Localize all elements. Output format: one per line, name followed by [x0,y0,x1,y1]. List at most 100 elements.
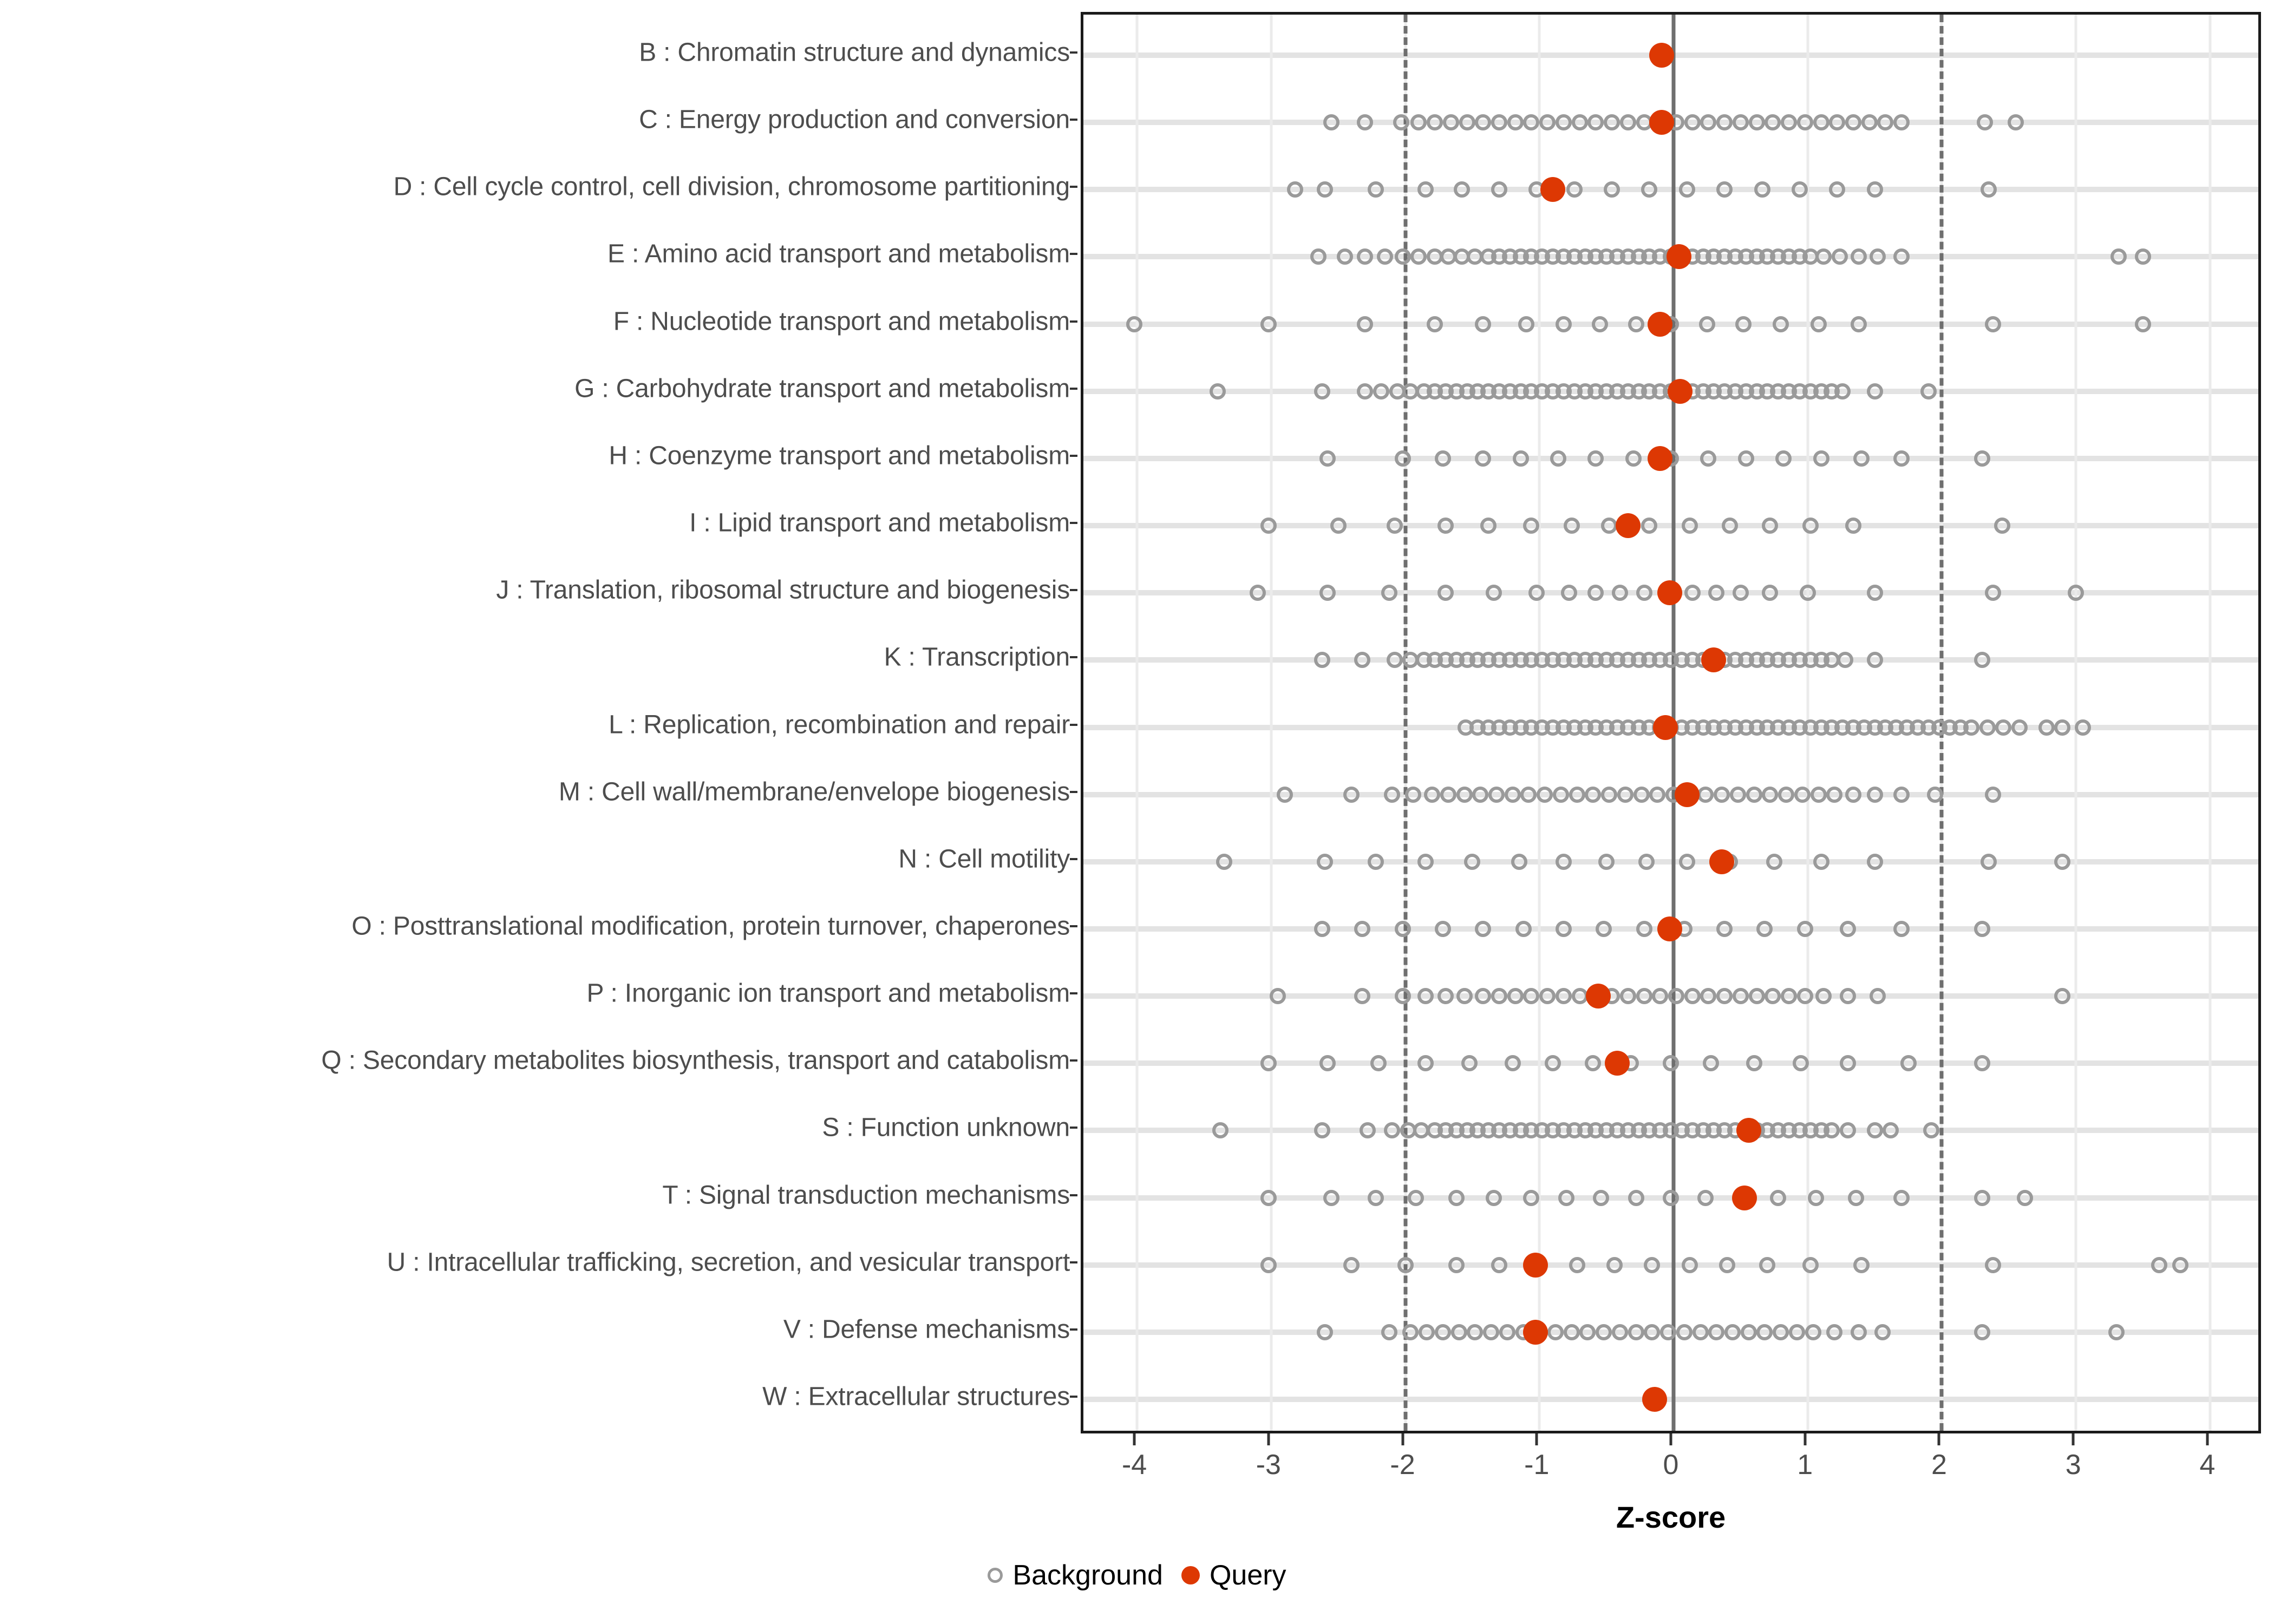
background-point [1756,1324,1773,1340]
background-point [2017,1189,2034,1206]
background-point [1523,518,1540,534]
background-point [1663,1055,1680,1072]
background-point [1845,114,1861,131]
background-point [1636,988,1652,1005]
background-point [1563,518,1580,534]
background-point [1287,181,1304,198]
background-point [1981,853,1997,870]
background-point [1314,383,1330,400]
y-axis-label: K : Transcription [884,643,1070,672]
background-point [1475,920,1492,937]
row-gridline [1083,1397,2258,1402]
background-point [1354,988,1371,1005]
background-point [2054,988,2071,1005]
background-point [2054,719,2071,736]
background-point [1410,114,1427,131]
background-point [1587,114,1604,131]
background-point [1260,1256,1277,1273]
background-point [1850,248,1867,265]
y-axis-label: G : Carbohydrate transport and metabolis… [574,374,1070,403]
y-axis-tick [1070,790,1077,793]
background-point [1681,1256,1698,1273]
query-point [1736,1118,1761,1143]
background-point [1314,1122,1330,1139]
background-point [1402,1324,1419,1340]
background-point [1330,518,1347,534]
background-point [2007,114,2024,131]
background-point [1539,988,1556,1005]
background-point [1810,786,1827,803]
background-point [1791,181,1808,198]
background-point [1840,1055,1857,1072]
background-point [1566,181,1583,198]
background-point [1480,518,1497,534]
x-axis-tick-label: 0 [1663,1449,1679,1481]
background-point [1357,316,1374,332]
background-point [1383,1122,1400,1139]
background-point [1781,988,1798,1005]
background-point [1357,248,1374,265]
background-point [1700,988,1717,1005]
x-axis-tick [1937,1433,1940,1445]
background-point [1504,786,1521,803]
background-point [1448,1189,1465,1206]
background-point [1684,114,1701,131]
background-point [1644,1256,1661,1273]
background-point [1357,383,1374,400]
row-gridline [1083,1262,2258,1268]
background-point [1815,988,1832,1005]
background-point [1381,585,1397,601]
background-point [1703,1055,1720,1072]
query-point [1709,849,1735,874]
background-point [1840,920,1857,937]
x-axis-tick-label: -2 [1390,1449,1415,1481]
background-point [1824,1122,1840,1139]
background-point [1893,450,1910,467]
background-point [1866,786,1883,803]
x-axis-tick [1803,1433,1807,1445]
background-point [1507,988,1524,1005]
background-point [1773,1324,1789,1340]
background-point [1866,652,1883,669]
background-point [1748,114,1765,131]
background-point [1417,853,1434,870]
query-point [1701,647,1727,673]
background-point [1641,518,1658,534]
background-point [1486,1189,1502,1206]
background-point [1377,248,1394,265]
x-axis: -4 -3 -2 -1 0 1 2 3 4 [1081,1433,2261,1498]
background-point [1504,1055,1521,1072]
legend-item-query: Query [1181,1559,1286,1592]
background-point [1539,114,1556,131]
background-point [1874,1324,1891,1340]
background-point [1354,920,1371,937]
background-point [1450,1324,1467,1340]
background-point [1974,1055,1990,1072]
background-point [2011,719,2028,736]
background-point [1601,786,1618,803]
legend-label-query: Query [1209,1560,1286,1591]
background-point [1585,786,1602,803]
background-point [1475,450,1492,467]
background-point [1212,1122,1229,1139]
background-point [1893,248,1910,265]
x-axis-tick-label: 3 [2065,1449,2081,1481]
background-point [1840,988,1857,1005]
y-axis-tick [1070,119,1077,121]
background-point [1994,518,2010,534]
y-axis-tick [1070,253,1077,256]
background-point [1370,1055,1387,1072]
y-axis-tick [1070,454,1077,457]
reference-line--2 [1403,15,1408,1431]
background-point [1861,114,1878,131]
background-point [1714,786,1730,803]
background-point [1314,920,1330,937]
background-point [2151,1256,2167,1273]
background-point [1383,786,1400,803]
y-axis-label: L : Replication, recombination and repai… [609,710,1070,739]
query-point [1586,984,1611,1009]
background-point [1633,786,1650,803]
background-point [1815,248,1832,265]
y-axis-tick [1070,1396,1077,1398]
background-point [1467,1324,1484,1340]
